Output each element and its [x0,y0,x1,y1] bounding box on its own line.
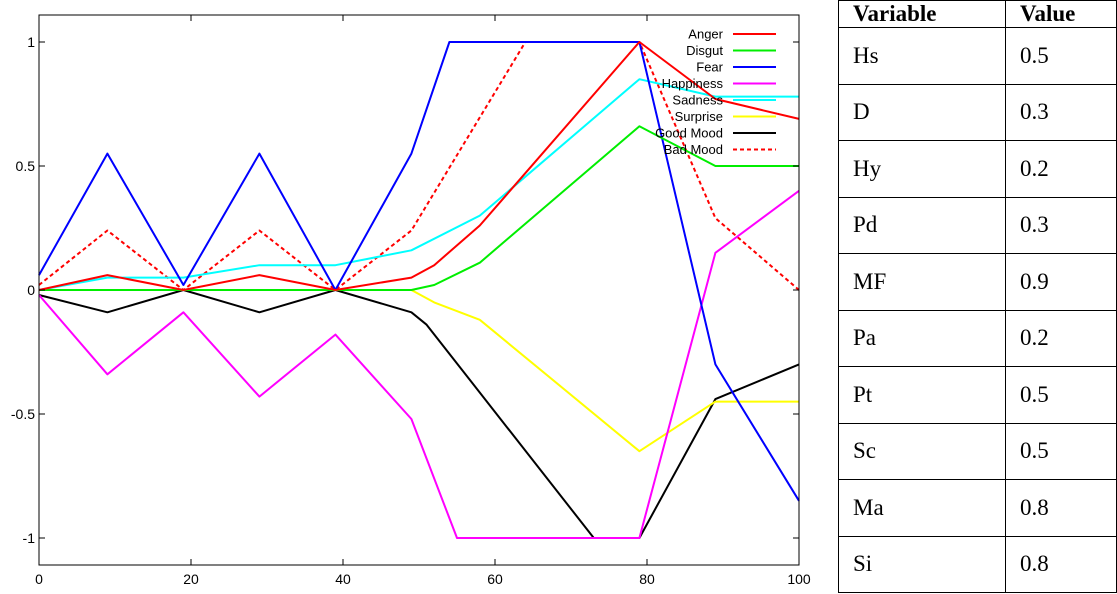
series-layer [38,41,800,539]
x-tick-label: 80 [639,571,655,587]
value-cell: 0.9 [1005,253,1117,311]
table-row: MF 0.9 [838,253,1117,311]
variable-cell: Si [838,535,1006,593]
value-cell: 0.8 [1005,479,1117,537]
variable-value-table: Variable Value Hs 0.5 D 0.3 Hy 0.2 Pd 0.… [838,0,1117,593]
legend-label-happiness: Happiness [662,76,724,91]
value-cell: 0.5 [1005,27,1117,85]
x-tick-label: 40 [335,571,351,587]
variable-cell: Ma [838,479,1006,537]
variable-cell: Sc [838,422,1006,480]
value-cell: 0.5 [1005,366,1117,424]
value-column-header: Value [1005,0,1117,28]
table-row: Sc 0.5 [838,422,1117,480]
value-cell: 0.5 [1005,422,1117,480]
legend-label-disgut: Disgut [686,43,723,58]
series-line-happiness [38,189,800,539]
legend-label-anger: Anger [688,27,723,42]
variable-cell: Hs [838,27,1006,85]
legend-label-fear: Fear [696,60,723,75]
table-row: Hy 0.2 [838,140,1117,198]
legend-label-surprise: Surprise [675,109,723,124]
y-tick-label: -1 [23,530,36,546]
table-row: Pt 0.5 [838,366,1117,424]
y-tick-label: 0.5 [16,158,36,174]
value-cell: 0.2 [1005,309,1117,367]
value-cell: 0.3 [1005,196,1117,254]
table-row: Hs 0.5 [838,27,1117,85]
variable-cell: Pa [838,309,1006,367]
value-cell: 0.3 [1005,83,1117,141]
variable-table-container: Variable Value Hs 0.5 D 0.3 Hy 0.2 Pd 0.… [838,0,1117,593]
legend-label-bad-mood: Bad Mood [664,142,723,157]
table-row: Pd 0.3 [838,196,1117,254]
table-row: Si 0.8 [838,535,1117,593]
variable-column-header: Variable [838,0,1006,28]
y-tick-label: 0 [27,282,35,298]
emotion-line-chart: 0 20 40 60 80 100 -1 -0.5 0 0.5 1 Anger Disgut Fear H… [11,14,811,587]
x-tick-label: 60 [487,571,503,587]
x-tick-label: 20 [183,571,199,587]
variable-cell: Pt [838,366,1006,424]
y-tick-label: -0.5 [11,406,35,422]
series-line-disgut [39,125,799,291]
legend-label-sadness: Sadness [672,93,723,108]
series-line-bad-mood [38,41,800,291]
series-line-fear [38,41,800,502]
table-header-row: Variable Value [838,0,1117,28]
series-line-good-mood [38,289,800,539]
series-line-anger [38,41,800,291]
table-row: D 0.3 [838,83,1117,141]
y-tick-label: 1 [27,34,35,50]
value-cell: 0.8 [1005,535,1117,593]
variable-cell: Hy [838,140,1006,198]
x-tick-label: 0 [35,571,43,587]
tick-layer: 0 20 40 60 80 100 -1 -0.5 0 0.5 1 [11,15,811,587]
x-tick-label: 100 [787,571,811,587]
variable-cell: D [838,83,1006,141]
variable-cell: Pd [838,196,1006,254]
legend-label-good-mood: Good Mood [655,126,723,141]
series-line-sadness [38,78,799,291]
variable-cell: MF [838,253,1006,311]
table-row: Ma 0.8 [838,479,1117,537]
value-cell: 0.2 [1005,140,1117,198]
table-row: Pa 0.2 [838,309,1117,367]
